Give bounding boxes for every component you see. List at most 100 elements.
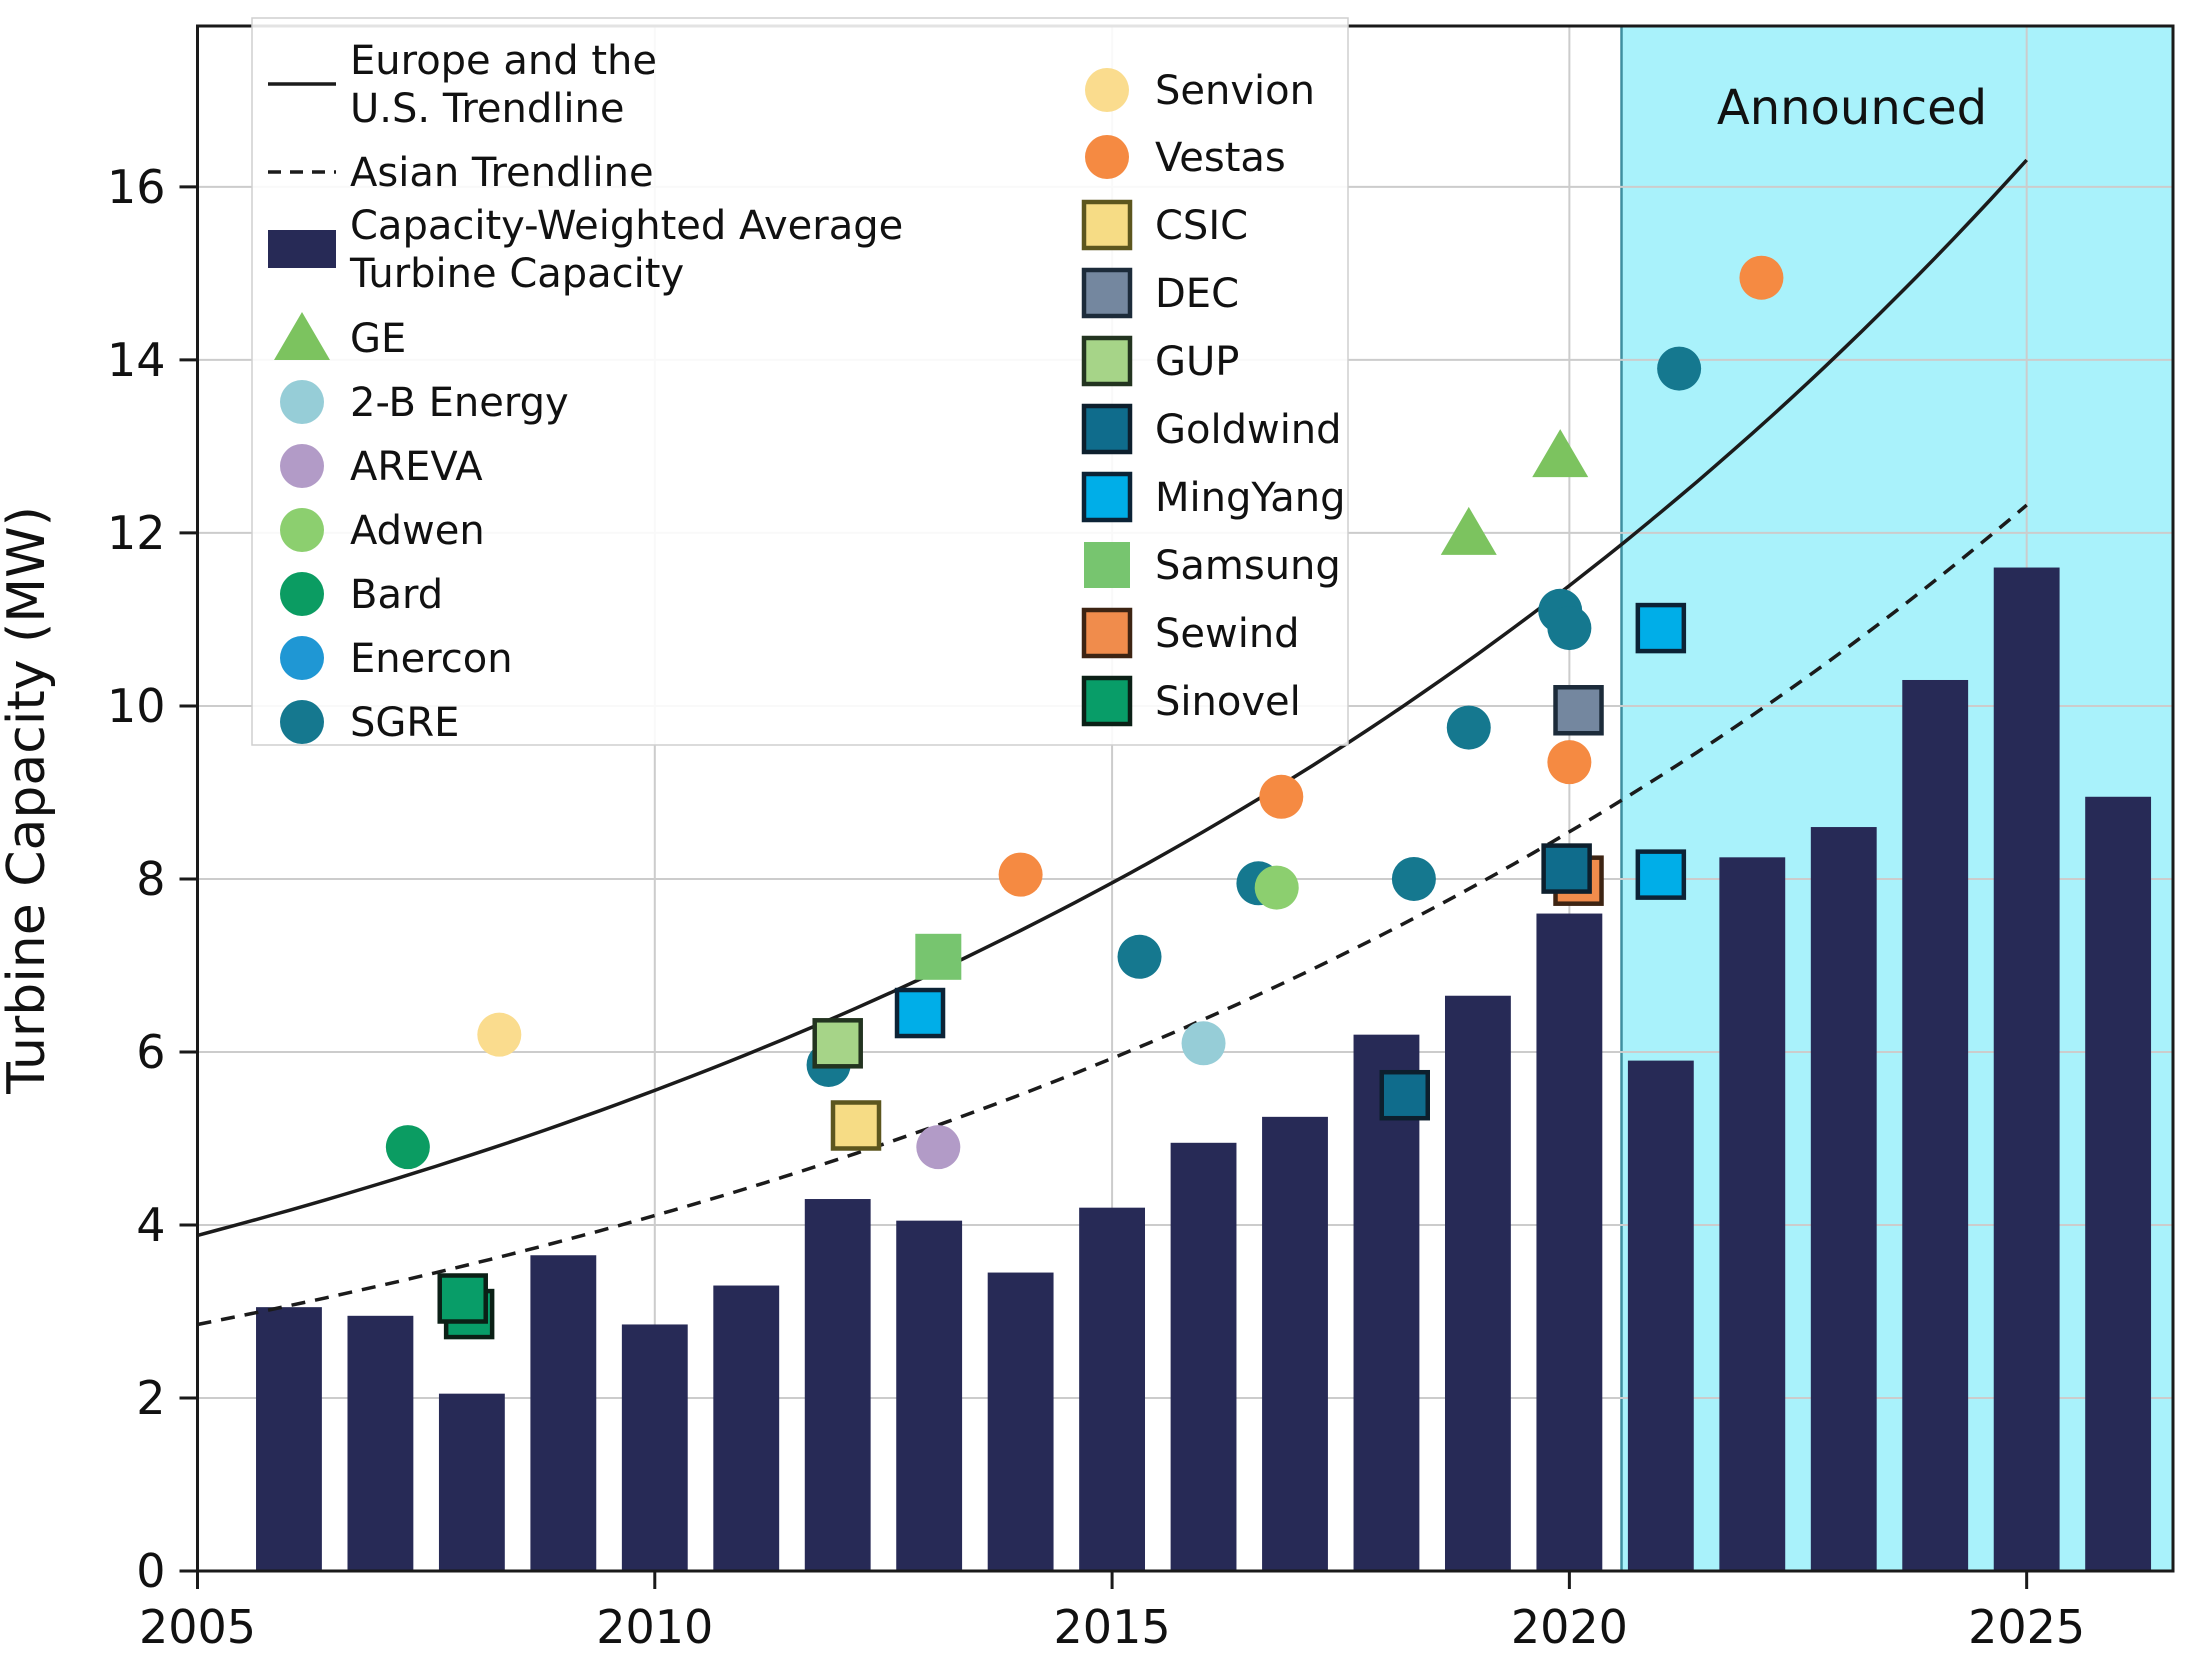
bar-2010 (621, 1324, 688, 1571)
y-axis-label: Turbine Capacity (MW) (0, 506, 57, 1095)
announced-region (1621, 26, 2173, 1571)
x-tick-label-2015: 2015 (1054, 1600, 1171, 1654)
legend-square-icon-mingyang (1081, 471, 1133, 523)
x-tick-label-2010: 2010 (596, 1600, 713, 1654)
point-ge-1 (1532, 429, 1589, 478)
legend-item-samsung: Samsung (1084, 542, 1341, 589)
legend-label: Vestas (1155, 135, 1286, 181)
point-vestas-1 (1259, 774, 1304, 819)
legend-label: Adwen (350, 508, 485, 554)
bar-2006 (256, 1307, 322, 1571)
legend-item-capacity-weighted-average-turbine-capacity: Capacity-Weighted Average Turbine Capacit… (268, 203, 903, 297)
legend-label: Sewind (1155, 611, 1300, 657)
point-sgre-1 (1117, 934, 1162, 979)
legend-label: Asian Trendline (350, 150, 654, 196)
y-tick-label-2: 2 (136, 1371, 165, 1425)
legend-circle-icon-adwen (280, 508, 324, 552)
bar-2007 (347, 1315, 414, 1571)
point-sgre-6 (1547, 606, 1592, 651)
legend-label: Senvion (1155, 68, 1315, 114)
point-mingyang-0 (894, 987, 946, 1039)
x-tick-label-2020: 2020 (1511, 1600, 1628, 1654)
point-vestas-2 (1547, 740, 1592, 785)
legend-item-sinovel: Sinovel (1081, 675, 1301, 727)
bar-2023 (1810, 827, 1877, 1571)
legend-label: GE (350, 316, 406, 362)
legend-item-areva: AREVA (280, 444, 483, 490)
legend-circle-icon-vestas (1085, 135, 1129, 179)
legend-circle-icon-areva (280, 444, 324, 488)
point-sgre-4 (1446, 705, 1491, 750)
point-sinovel-1 (437, 1273, 488, 1324)
legend-item-senvion: Senvion (1085, 68, 1315, 114)
point-mingyang-1 (1635, 602, 1687, 654)
axis-ticks (179, 185, 2029, 1589)
bar-2024 (1902, 679, 1969, 1571)
legend-circle-icon-2-b-energy (280, 380, 324, 424)
y-tick-label-10: 10 (107, 679, 166, 733)
bar-2022 (1719, 857, 1786, 1571)
y-tick-label-6: 6 (136, 1025, 165, 1079)
y-tick-label-8: 8 (136, 852, 165, 906)
bar-2008 (438, 1393, 505, 1571)
legend-label: 2-B Energy (350, 380, 569, 426)
legend-item-dec: DEC (1081, 267, 1239, 319)
legend-square-icon-dec (1081, 267, 1133, 319)
bar-2017 (1262, 1116, 1328, 1571)
legend-item-bard: Bard (280, 572, 443, 618)
bar-2011 (713, 1285, 780, 1571)
legend-item-vestas: Vestas (1085, 135, 1286, 181)
legend-label: MingYang (1155, 475, 1346, 521)
legend: Europe and the U.S. Trendline Asian Trendl… (251, 17, 1349, 746)
legend-item-csic: CSIC (1081, 199, 1248, 251)
legend-label: Enercon (350, 636, 513, 682)
legend-label: Sinovel (1155, 679, 1301, 725)
legend-item-gup: GUP (1081, 335, 1239, 387)
bar-2018 (1353, 1034, 1420, 1571)
legend-label: Goldwind (1155, 407, 1342, 453)
point-dec-0 (1553, 685, 1604, 736)
legend-label: SGRE (350, 700, 459, 746)
y-tick-label-0: 0 (136, 1544, 165, 1598)
legend-label: CSIC (1155, 203, 1248, 249)
legend-circle-icon-bard (280, 572, 324, 616)
point-bard-0 (385, 1125, 430, 1170)
legend-item-ge: GE (274, 312, 406, 362)
legend-item-adwen: Adwen (280, 508, 485, 554)
bar-2020 (1536, 913, 1603, 1571)
legend-item-sewind: Sewind (1081, 607, 1300, 659)
point-vestas-0 (998, 852, 1043, 897)
chart-root: 2005 2010 2015 2020 2025 0 2 4 6 8 10 12 14 16 Europe … (107, 17, 2175, 1654)
legend-circle-icon-enercon (280, 636, 324, 680)
point-gup-0 (812, 1018, 863, 1069)
legend-square-icon-goldwind (1081, 403, 1133, 455)
y-tick-label-14: 14 (107, 333, 166, 387)
bar-2021 (1627, 1060, 1694, 1571)
bar-2013 (896, 1220, 963, 1571)
legend-item-goldwind: Goldwind (1081, 403, 1342, 455)
point-samsung-0 (915, 933, 962, 980)
bar-2019 (1444, 995, 1511, 1571)
legend-label: Europe and the U.S. Trendline (350, 38, 657, 132)
bar-2015 (1079, 1207, 1146, 1571)
legend-triangle-icon-ge (274, 312, 330, 360)
legend-item-enercon: Enercon (280, 636, 513, 682)
x-tick-label-2025: 2025 (1968, 1600, 2085, 1654)
point-ge-0 (1440, 506, 1497, 555)
asian-trendline (197, 503, 2028, 1327)
point-sgre-7 (1657, 346, 1702, 391)
scatter-points (385, 255, 1784, 1340)
bar-2026 (2085, 796, 2152, 1571)
point-sgre-3 (1391, 856, 1436, 901)
legend-item-2-b-energy: 2-B Energy (280, 380, 569, 426)
bar-2016 (1170, 1142, 1237, 1571)
point-mingyang-2 (1635, 849, 1687, 900)
axis-tick-labels: 2005 2010 2015 2020 2025 0 2 4 6 8 10 12 14 16 (107, 160, 2085, 1654)
bar-2009 (530, 1255, 597, 1571)
announced-region-label: Announced (1717, 80, 1987, 136)
bar-2025 (1993, 567, 2060, 1571)
legend-square-icon-gup (1081, 335, 1133, 387)
legend-square-icon-samsung (1084, 542, 1130, 588)
